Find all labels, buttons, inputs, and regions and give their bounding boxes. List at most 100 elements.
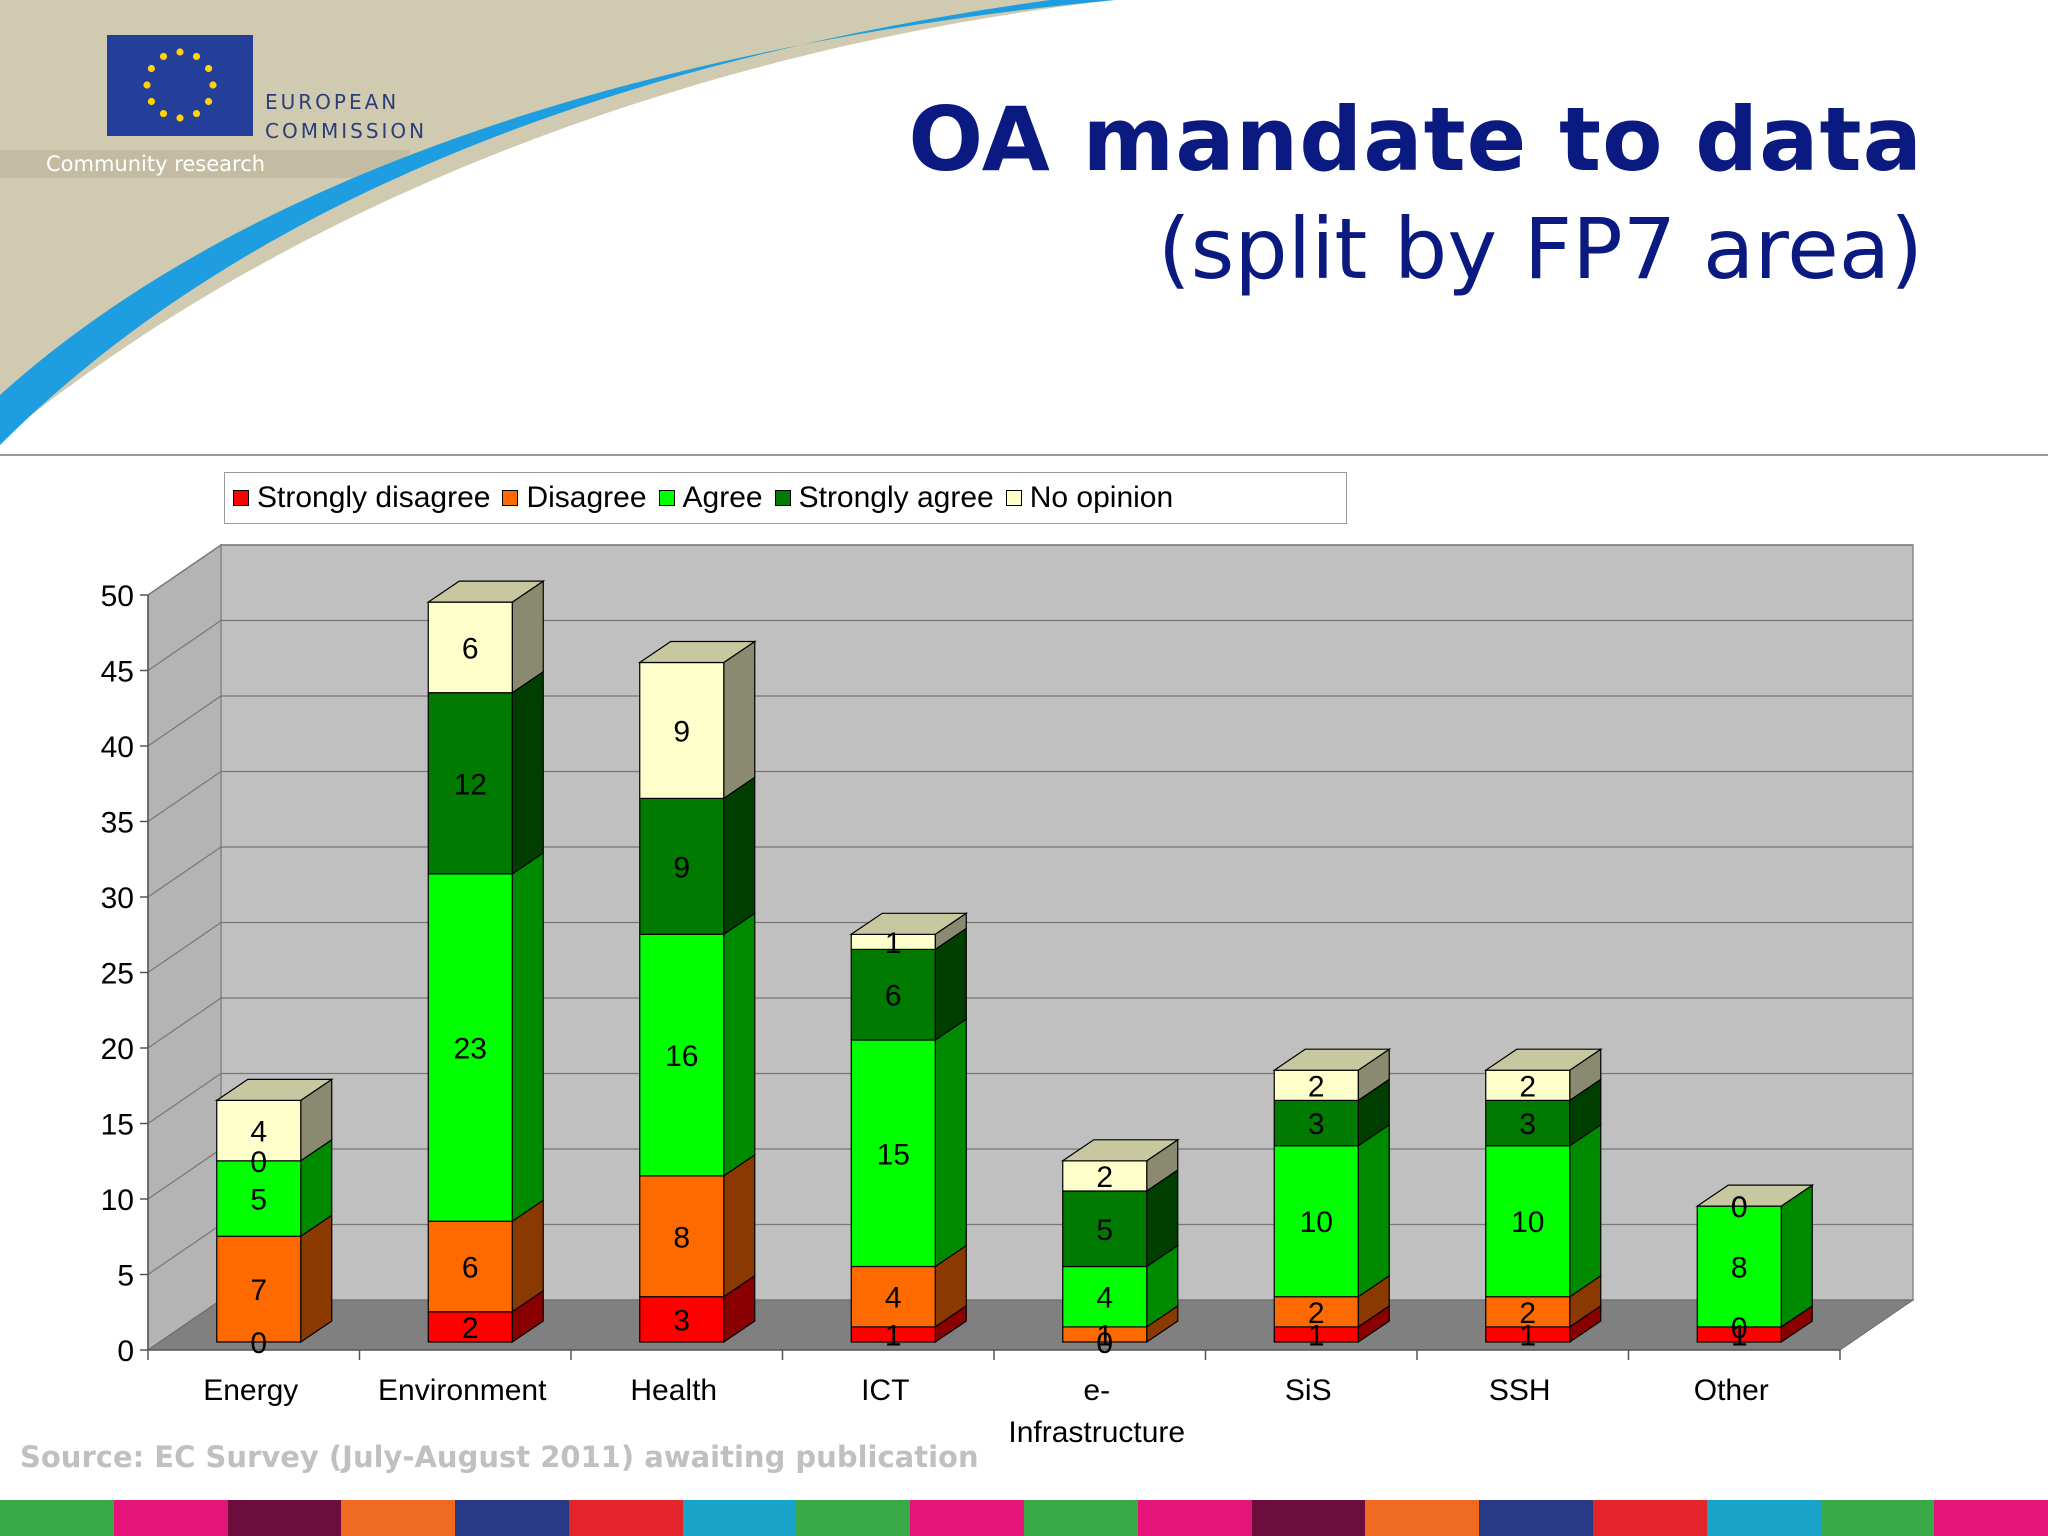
bottom-bar-segment [1934,1500,2048,1536]
legend-swatch [502,490,519,506]
gridline [147,921,1913,973]
x-category-label: e- [1083,1374,1110,1407]
bar-segment [639,661,725,799]
bar-segment [216,1160,302,1237]
bottom-bar-segment [796,1500,911,1536]
bottom-bar-segment [1024,1500,1138,1536]
header-swoosh [0,0,2048,456]
logo-line1: EUROPEAN [265,90,400,114]
bar-top-cap [1272,1048,1392,1071]
eu-star-icon [147,97,156,106]
y-tick-label: 50 [101,580,134,613]
gridline [147,619,1913,671]
bar-top-cap [637,640,757,664]
data-label: 4 [250,1116,267,1149]
bar-stack [214,1078,334,1344]
data-label: 0 [1731,1312,1748,1345]
eu-star-icon [204,97,213,106]
bottom-bar-segment [1592,1500,1707,1536]
y-tick-label: 15 [101,1109,134,1142]
bar-top-cap [426,580,546,603]
bar-segment [1485,1145,1571,1298]
bar-segment [1485,1099,1571,1147]
legend-item: Strongly disagree [233,481,490,515]
page-subtitle: (split by FP7 area) [1157,200,1923,298]
legend-label: Disagree [526,481,647,514]
bottom-bar-segment [1479,1500,1593,1536]
data-label: 8 [673,1221,690,1254]
bar-stack [1695,1183,1815,1344]
bar-segment-side [1569,1123,1602,1298]
bar-segment [850,1265,936,1328]
x-category-label: Health [630,1374,717,1407]
chart-floor [146,1299,1915,1351]
data-label: 3 [1519,1108,1536,1141]
eu-star-icon [159,109,168,118]
bar-segment [639,933,725,1177]
data-label: 0 [1731,1191,1748,1224]
data-label: 8 [1731,1252,1748,1285]
bottom-bar-segment [568,1500,683,1536]
legend-swatch [658,490,675,506]
bottom-bar-segment [341,1500,456,1536]
data-label: 2 [1519,1070,1536,1103]
eu-star-icon [192,52,201,61]
eu-star-icon [192,109,201,118]
y-tick-label: 40 [101,731,134,764]
eu-star-icon [176,114,184,122]
legend-swatch [1005,490,1022,506]
data-label: 2 [1519,1297,1536,1330]
bottom-bar-segment [227,1500,342,1536]
data-label: 5 [1096,1214,1113,1247]
legend-label: Strongly disagree [257,481,491,514]
data-label: 0 [250,1146,267,1179]
x-category-label: ICT [861,1374,909,1407]
gridline [147,997,1913,1049]
bar-segment [639,1175,725,1298]
data-label: 2 [1096,1161,1113,1194]
logo-line2: COMMISSION [265,119,428,143]
y-tick-label: 35 [101,807,134,840]
data-label: 2 [1308,1070,1325,1103]
data-label: 16 [665,1040,698,1073]
bar-segment [1485,1069,1571,1102]
bar-segment [427,873,513,1222]
x-category-label: SSH [1489,1374,1551,1407]
bar-segment [1062,1265,1148,1328]
data-label: 0 [1731,1191,1748,1224]
bar-segment [850,948,936,1041]
logo-tagline: Community research [46,152,266,176]
data-label: 12 [454,768,487,801]
bottom-bar-segment [1706,1500,1821,1536]
legend-label: No opinion [1029,481,1174,514]
bar-segment-side [1780,1183,1813,1329]
bar-segment-side [723,640,756,800]
header-band [0,0,1115,440]
gridline [147,544,1913,596]
gridline [147,846,1913,898]
bar-segment [216,1099,302,1162]
eu-star-icon [143,81,151,89]
x-category-label: SiS [1285,1374,1332,1407]
bar-segment [427,1220,513,1313]
data-label: 6 [885,980,902,1013]
bottom-bar-segment [0,1500,114,1536]
x-category-label: Environment [378,1374,547,1407]
data-label: 3 [673,1304,690,1337]
bar-segment-side [723,1153,756,1298]
legend-label: Agree [682,481,763,514]
data-label: 4 [1096,1282,1113,1315]
bottom-bar-segment [1820,1500,1935,1536]
data-label: 1 [1308,1319,1325,1352]
bottom-bar-segment [1365,1500,1480,1536]
bar-stack [1272,1048,1392,1344]
bottom-bar-segment [682,1500,797,1536]
y-tick-label: 0 [117,1335,134,1368]
eu-stars-icon [143,48,217,122]
bottom-color-bar [0,1500,2048,1536]
bar-stack [1483,1048,1603,1344]
legend-item: Disagree [502,481,647,515]
bar-stack [1060,1138,1180,1344]
page-title: OA mandate to data [908,88,1923,191]
bar-segment-side [511,670,544,876]
